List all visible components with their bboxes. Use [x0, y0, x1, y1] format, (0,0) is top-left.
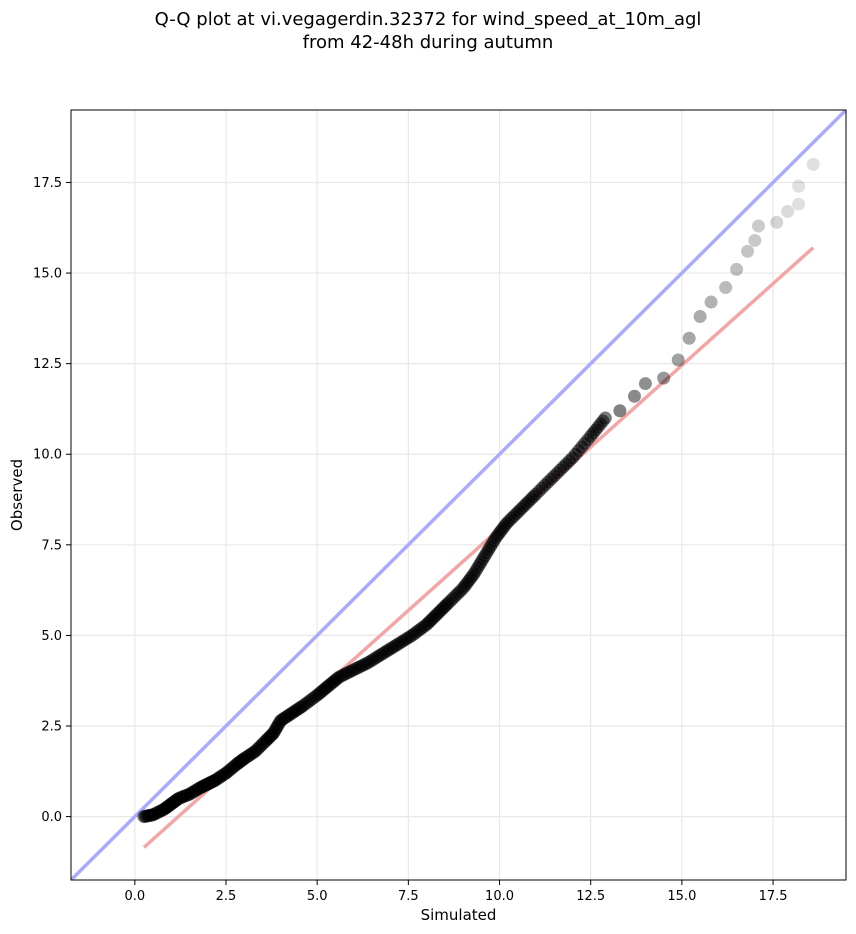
data-point — [657, 371, 671, 385]
data-point — [682, 331, 696, 345]
data-point — [751, 219, 765, 233]
data-points — [137, 157, 820, 824]
y-tick-label: 2.5 — [41, 720, 62, 735]
y-tick-label: 10.0 — [33, 448, 62, 463]
data-point — [730, 262, 744, 276]
y-tick-label: 7.5 — [41, 538, 62, 553]
data-point — [719, 281, 733, 295]
chart-title: Q-Q plot at vi.vegagerdin.32372 for wind… — [0, 8, 856, 54]
chart-title-line-2: from 42-48h during autumn — [302, 32, 554, 53]
x-tick-label: 2.5 — [216, 889, 237, 904]
data-point — [748, 233, 762, 247]
data-point — [770, 215, 784, 229]
data-point — [671, 353, 685, 367]
x-tick-label: 0.0 — [124, 889, 145, 904]
y-tick-label: 12.5 — [33, 357, 62, 372]
y-axis-label: Observed — [8, 459, 26, 531]
data-point — [792, 197, 806, 211]
identity-line — [71, 110, 846, 880]
data-point — [613, 404, 627, 418]
x-tick-label: 15.0 — [667, 889, 696, 904]
x-tick-label: 7.5 — [398, 889, 419, 904]
x-tick-label: 12.5 — [576, 889, 605, 904]
x-tick-label: 10.0 — [485, 889, 514, 904]
data-point — [693, 310, 707, 324]
x-tick-label: 17.5 — [759, 889, 788, 904]
grid-lines — [71, 110, 846, 880]
x-tick-label: 5.0 — [307, 889, 328, 904]
data-point — [741, 244, 755, 258]
chart-title-line-1: Q-Q plot at vi.vegagerdin.32372 for wind… — [154, 9, 702, 30]
axes-frame — [70, 109, 847, 881]
data-point — [627, 389, 641, 403]
data-point — [598, 411, 612, 425]
y-tick-label: 0.0 — [41, 810, 62, 825]
data-point — [792, 179, 806, 193]
y-tick-label: 17.5 — [33, 176, 62, 191]
data-point — [781, 204, 795, 218]
x-axis-label: Simulated — [421, 906, 497, 924]
y-tick-label: 5.0 — [41, 629, 62, 644]
data-point — [638, 377, 652, 391]
y-axis-ticks: 0.0 2.5 5.0 7.5 10.0 12.5 15.0 17.5 — [33, 176, 71, 825]
y-tick-label: 15.0 — [33, 267, 62, 282]
data-point — [704, 295, 718, 309]
x-axis-ticks: 0.0 2.5 5.0 7.5 10.0 12.5 15.0 17.5 — [124, 880, 788, 904]
data-point — [806, 157, 820, 171]
reference-lines — [71, 110, 846, 880]
